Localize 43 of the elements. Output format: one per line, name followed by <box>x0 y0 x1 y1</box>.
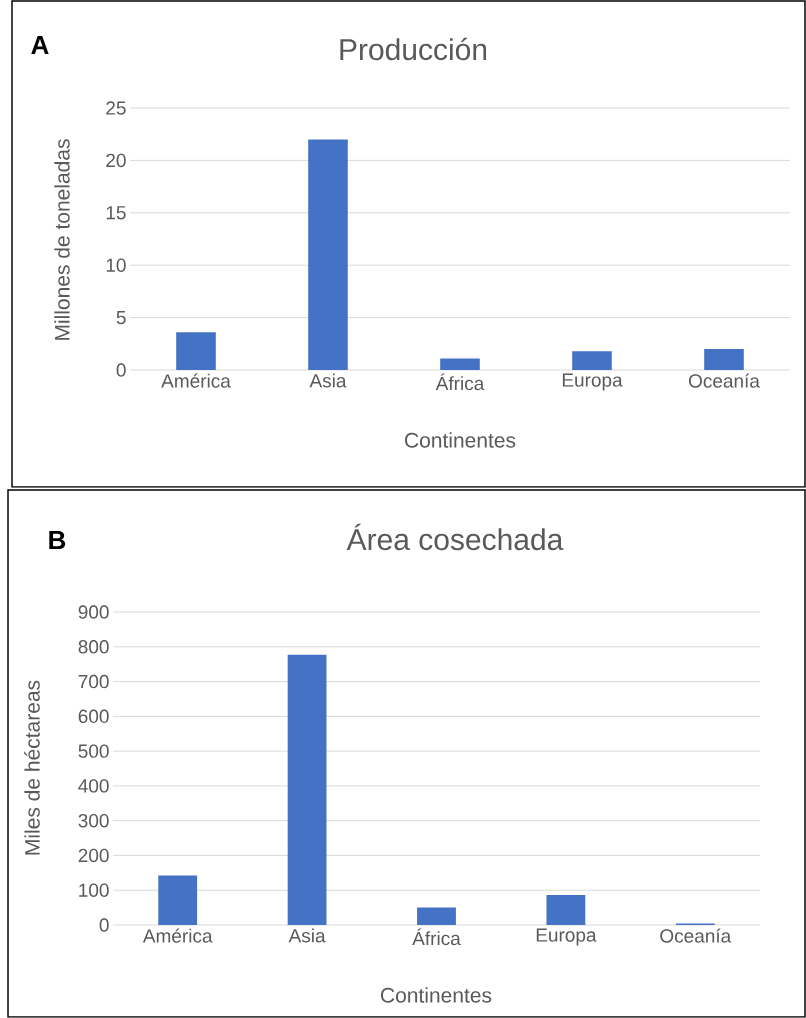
y-tick-label: 5 <box>116 310 126 325</box>
text: B <box>49 531 66 549</box>
chart-title: Producción <box>340 37 487 61</box>
chart-title: Área cosechada <box>346 523 564 551</box>
y-tick-label: 500 <box>78 744 109 758</box>
y-tick-label: 0 <box>99 918 109 932</box>
x-axis-title: Continentes <box>405 432 516 448</box>
y-axis-title: Millones de toneladas <box>54 139 70 340</box>
x-tick-label: Europa <box>536 928 597 946</box>
bar <box>417 907 456 925</box>
x-tick-label: Asia <box>309 373 347 388</box>
x-tick-label: África <box>412 928 461 946</box>
y-tick-label: 200 <box>78 848 109 863</box>
y-tick-label: 10 <box>106 258 126 272</box>
y-axis-title: Miles de héctareas <box>24 680 40 855</box>
x-tick-label: África <box>435 373 485 391</box>
bar <box>704 349 744 370</box>
bar <box>308 139 348 370</box>
y-tick-label: 600 <box>78 709 109 724</box>
y-tick-label: 400 <box>78 779 109 793</box>
x-tick-label: Asia <box>288 928 326 943</box>
y-tick-label: 900 <box>78 605 109 619</box>
y-tick-label: 20 <box>106 153 126 168</box>
x-tick-label: Oceanía <box>688 373 760 388</box>
x-axis-title: Continentes <box>381 987 492 1003</box>
y-tick-label: 100 <box>79 883 109 897</box>
bar <box>287 654 327 925</box>
bar <box>440 358 480 370</box>
y-tick-label: 700 <box>78 674 109 689</box>
y-tick-label: 800 <box>78 640 109 654</box>
text: A <box>31 36 49 54</box>
y-tick-label: 300 <box>78 813 109 828</box>
x-tick-label: América <box>142 928 213 943</box>
y-tick-label: 15 <box>106 206 126 220</box>
y-tick-label: 25 <box>106 101 126 115</box>
x-tick-label: América <box>161 373 231 388</box>
bar <box>176 332 216 370</box>
x-tick-label: Europa <box>562 373 623 391</box>
bar <box>158 875 198 925</box>
x-tick-label: Oceanía <box>660 928 732 943</box>
bar <box>572 351 612 370</box>
y-tick-label: 0 <box>116 363 126 377</box>
bar <box>546 895 586 925</box>
